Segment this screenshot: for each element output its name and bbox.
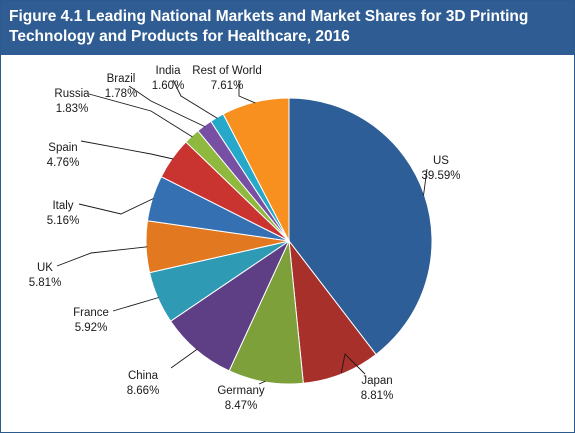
slice-label-value: 39.59%: [421, 170, 460, 182]
slice-labels: US 39.59% Japan 8.81% Germany 8.47% China 8.66%…: [29, 65, 461, 412]
pie-chart: US 39.59% Japan 8.81% Germany 8.47% China 8.66%…: [29, 65, 461, 412]
pie-slice-us: [288, 97, 433, 356]
slice-label-china: China 8.66%: [127, 370, 160, 397]
slice-label-value: 7.61%: [211, 80, 244, 92]
slice-label-us: US 39.59%: [421, 155, 460, 182]
leader-lines: [56, 79, 428, 385]
leader-line-germany: [258, 380, 266, 385]
slice-label-rest-of-world: Rest of World 7.61%: [192, 65, 261, 92]
slice-label-india: India 1.60%: [152, 65, 185, 92]
slice-label-france: France 5.92%: [73, 307, 109, 334]
pie-slice-rest-of-world: [222, 97, 290, 242]
title-bar: Figure 4.1 Leading National Markets and …: [1, 1, 574, 55]
leader-line-us: [423, 168, 428, 196]
slice-label-value: 1.83%: [56, 103, 89, 115]
slice-label-name: China: [128, 370, 159, 382]
slice-label-value: 4.76%: [47, 157, 80, 169]
slice-label-value: 8.81%: [361, 390, 394, 402]
slice-label-value: 1.60%: [152, 80, 185, 92]
leader-line-russia: [88, 93, 193, 138]
slice-label-name: Russia: [54, 88, 90, 100]
slice-label-brazil: Brazil 1.78%: [105, 73, 138, 100]
chart-title: Figure 4.1 Leading National Markets and …: [9, 8, 529, 45]
leader-line-france: [112, 297, 159, 312]
slice-label-name: US: [433, 155, 449, 167]
slice-label-value: 5.92%: [75, 322, 108, 334]
slice-label-name: Rest of World: [192, 65, 261, 77]
slice-label-name: France: [73, 307, 109, 319]
slice-label-value: 5.16%: [47, 215, 80, 227]
slice-label-russia: Russia 1.83%: [54, 88, 90, 115]
slice-label-name: Brazil: [107, 73, 136, 85]
slice-label-name: Spain: [48, 142, 77, 154]
slice-label-name: India: [156, 65, 182, 77]
slice-label-germany: Germany 8.47%: [217, 385, 265, 412]
leader-line-italy: [78, 198, 154, 215]
slice-label-value: 8.66%: [127, 385, 160, 397]
leader-line-spain: [80, 140, 174, 160]
slice-label-name: Germany: [217, 385, 265, 397]
pie-slices: [145, 97, 433, 385]
leader-line-uk: [56, 246, 148, 267]
slice-label-japan: Japan 8.81%: [361, 375, 394, 402]
slice-label-italy: Italy 5.16%: [47, 200, 80, 227]
leader-line-japan: [340, 353, 366, 375]
leader-line-china: [170, 348, 198, 369]
slice-label-name: UK: [37, 262, 53, 274]
slice-label-name: Italy: [52, 200, 73, 212]
leader-line-brazil: [128, 85, 205, 128]
slice-label-uk: UK 5.81%: [29, 262, 62, 289]
slice-label-name: Japan: [361, 375, 392, 387]
slice-label-spain: Spain 4.76%: [47, 142, 80, 169]
slice-label-value: 5.81%: [29, 277, 62, 289]
slice-label-value: 8.47%: [225, 400, 258, 412]
leader-line-india: [172, 79, 218, 119]
leader-line-rest-of-world: [238, 80, 256, 104]
slice-label-value: 1.78%: [105, 88, 138, 100]
